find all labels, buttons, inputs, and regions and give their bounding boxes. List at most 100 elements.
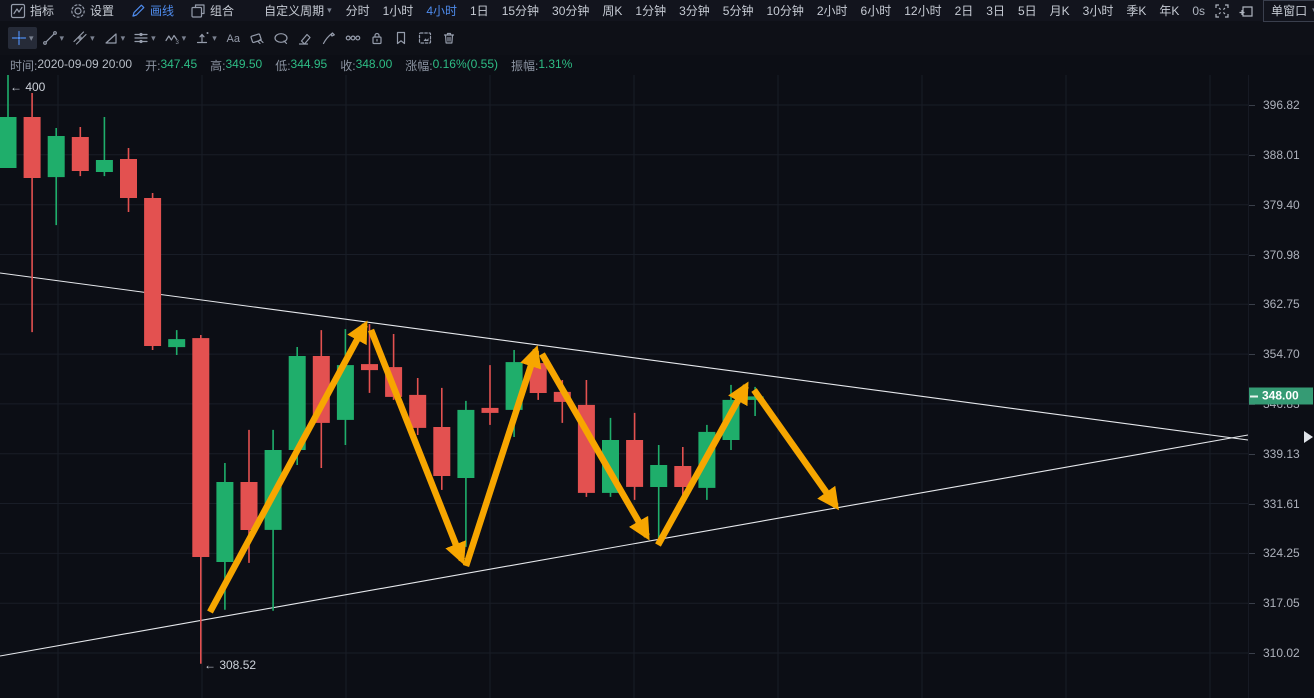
draw-line-icon (130, 3, 146, 19)
candle-body (626, 440, 644, 487)
menu-items: 指标 设置 画线 组合 (10, 2, 250, 19)
candle-body (120, 159, 137, 198)
candle-body (361, 364, 378, 371)
wave-tool[interactable]: 3 ▾ (161, 27, 190, 49)
window-mode-label: 单窗口 (1271, 3, 1308, 18)
candle-body (216, 482, 234, 562)
period-年K[interactable]: 年K (1159, 4, 1180, 18)
axis-price-label: 379.40 (1249, 198, 1314, 212)
candle-body (457, 409, 475, 478)
candle-body (168, 339, 186, 348)
period-10分钟[interactable]: 10分钟 (766, 4, 804, 18)
current-price-badge: 348.00 (1249, 387, 1313, 405)
arrow-measure-tool[interactable]: ▾ (191, 27, 220, 49)
period-周K[interactable]: 周K (602, 4, 623, 18)
ohlc-field: 开: 347.45 (145, 56, 198, 73)
period-3分钟[interactable]: 3分钟 (679, 4, 710, 18)
candle-body (674, 466, 692, 487)
axis-price-label: 331.61 (1249, 497, 1314, 511)
indicator-icon (10, 3, 26, 19)
candle-body (144, 198, 162, 346)
settings-icon (70, 3, 86, 19)
custom-period-dropdown[interactable]: 自定义周期 ▾ (264, 2, 332, 19)
horizontal-lines-tool[interactable]: ▾ (130, 27, 159, 49)
text-tool[interactable]: Aa (222, 27, 244, 49)
price-axis[interactable]: 396.82388.01379.40370.98362.75354.70346.… (1248, 75, 1314, 698)
period-2小时[interactable]: 2小时 (816, 4, 848, 18)
new-pane-icon[interactable] (1239, 4, 1253, 18)
low-price-marker: ← 308.52 (204, 658, 257, 672)
period-4小时[interactable]: 4小时 (426, 4, 457, 18)
chart-area: ← 400 ← 308.52 396.82 388.01 379.40 370.98 3… (0, 72, 1314, 698)
measure-tool[interactable] (342, 27, 364, 49)
lock-tool[interactable] (366, 27, 388, 49)
period-6小时[interactable]: 6小时 (860, 4, 892, 18)
period-分时[interactable]: 分时 (345, 4, 370, 18)
period-3小时[interactable]: 3小时 (1082, 4, 1114, 18)
chart-canvas[interactable]: ← 400 ← 308.52 (0, 72, 1249, 698)
trash-icon (441, 30, 457, 46)
chevron-down-icon: ▾ (212, 32, 217, 43)
trendline[interactable] (0, 434, 1249, 657)
period-30分钟[interactable]: 30分钟 (552, 4, 590, 18)
period-list: 分时 1小时 4小时 1日 15分钟 30分钟 周K 1分钟 3分钟 5分钟 10分钟 2小时 6小时 1… (346, 2, 1193, 19)
period-月K[interactable]: 月K (1049, 4, 1070, 18)
screenshot-tool[interactable] (414, 27, 436, 49)
scroll-to-latest-icon[interactable] (1304, 431, 1313, 443)
axis-price-label: 388.01 (1249, 148, 1314, 162)
candle-body (481, 407, 499, 413)
zigzag-arrow[interactable] (207, 320, 368, 614)
period-3日[interactable]: 3日 (986, 4, 1005, 18)
fullscreen-icon[interactable] (1215, 3, 1229, 18)
zigzag-arrow[interactable] (462, 345, 542, 568)
period-5日[interactable]: 5日 (1017, 4, 1037, 18)
period-12小时[interactable]: 12小时 (904, 4, 942, 18)
zigzag-arrow[interactable] (751, 388, 839, 511)
shape-tool[interactable]: ▾ (100, 27, 129, 49)
trendline-tool[interactable]: ▾ (39, 27, 68, 49)
svg-text:3: 3 (175, 40, 179, 46)
period-5分钟[interactable]: 5分钟 (722, 4, 754, 18)
candle-body (240, 482, 258, 530)
period-季K[interactable]: 季K (1126, 4, 1147, 18)
chevron-down-icon: ▾ (151, 32, 156, 43)
window-mode-button[interactable]: 单窗口 ▾ (1263, 0, 1314, 22)
axis-price-label: 370.98 (1249, 248, 1314, 262)
ohlc-field: 涨幅: 0.16%(0.55) (405, 56, 498, 73)
chevron-down-icon: ▾ (90, 32, 95, 43)
pen-tool[interactable] (318, 27, 340, 49)
period-1小时[interactable]: 1小时 (382, 4, 414, 18)
crosshair-tool[interactable]: ▾ (8, 27, 37, 49)
candle-body (746, 396, 764, 400)
high-price-marker: ← 400 (10, 80, 46, 94)
pattern-tool[interactable] (246, 27, 268, 49)
axis-price-label: 396.82 (1249, 98, 1314, 112)
zigzag-arrow[interactable] (655, 381, 749, 547)
period-1分钟[interactable]: 1分钟 (635, 4, 667, 18)
period-1日[interactable]: 1日 (470, 4, 489, 18)
trendline[interactable] (0, 272, 1249, 441)
candle-body (433, 427, 451, 476)
period-2日[interactable]: 2日 (954, 4, 974, 18)
cross-lines-tool[interactable]: ▾ (69, 27, 98, 49)
ohlc-field: 振幅: 1.31% (511, 56, 573, 73)
eraser-tool[interactable] (294, 27, 316, 49)
zigzag-arrow[interactable] (539, 352, 650, 541)
ellipse-tool[interactable] (270, 27, 292, 49)
bookmark-tool[interactable] (390, 27, 412, 49)
axis-price-label: 317.05 (1249, 596, 1314, 610)
menu-item-设置[interactable]: 设置 (70, 2, 114, 19)
menu-item-画线[interactable]: 画线 (130, 2, 174, 19)
pattern-icon (249, 30, 265, 46)
zigzag-arrow[interactable] (367, 328, 467, 565)
delete-tool[interactable] (438, 27, 460, 49)
menu-item-组合[interactable]: 组合 (190, 2, 234, 19)
candle-body (23, 117, 41, 178)
candle-body (553, 391, 571, 402)
chevron-down-icon: ▾ (29, 32, 34, 43)
screenshot-icon (417, 30, 433, 46)
trendline-icon (42, 30, 58, 46)
period-15分钟[interactable]: 15分钟 (501, 4, 540, 18)
axis-price-label: 339.13 (1249, 447, 1314, 461)
menu-item-指标[interactable]: 指标 (10, 2, 54, 19)
